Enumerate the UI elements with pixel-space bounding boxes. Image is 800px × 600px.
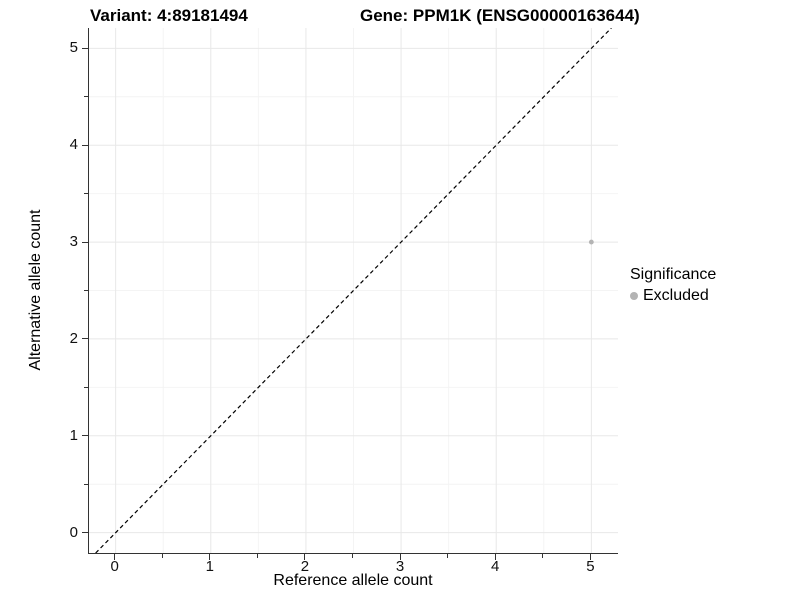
x-axis-minor-tick [352, 554, 353, 558]
identity-dashed-line [95, 28, 612, 553]
x-axis-tick [399, 554, 401, 560]
y-axis-tick-label: 5 [69, 39, 78, 57]
x-axis-tick [589, 554, 591, 560]
x-axis-tick-label: 5 [586, 558, 595, 575]
x-axis-tick-label: 1 [205, 558, 214, 575]
y-axis-tick [82, 338, 88, 340]
y-axis-tick [82, 532, 88, 534]
legend-item-label: Excluded [643, 287, 709, 304]
y-axis-tick-label: 3 [69, 233, 78, 251]
plot-title-variant: Variant: 4:89181494 [90, 6, 248, 25]
y-axis-tick-label: 4 [69, 136, 78, 154]
y-axis-tick-label: 2 [69, 329, 78, 347]
y-axis-tick [82, 435, 88, 437]
y-axis-tick [82, 47, 88, 49]
y-axis-minor-tick [84, 290, 88, 291]
x-axis-tick [494, 554, 496, 560]
x-axis-tick-label: 4 [491, 558, 500, 575]
y-axis-minor-tick [84, 483, 88, 485]
y-axis-tick [82, 241, 88, 243]
x-axis-tick-label: 2 [300, 558, 310, 575]
x-axis-minor-tick [447, 554, 449, 558]
x-axis-tick [209, 554, 211, 560]
y-axis-title: Alternative allele count [27, 209, 44, 371]
data-point [588, 239, 594, 245]
plot-canvas [89, 28, 618, 553]
x-axis-tick-label: 3 [395, 558, 405, 575]
y-axis-tick-label: 1 [69, 426, 78, 444]
excluded-point-swatch-icon [630, 292, 638, 300]
y-axis-minor-tick [84, 96, 88, 98]
y-axis-minor-tick [84, 193, 88, 195]
legend: Significance Excluded [630, 266, 716, 305]
y-axis-minor-tick [84, 386, 88, 388]
x-axis-tick-label: 0 [110, 558, 119, 575]
plot-title-gene: Gene: PPM1K (ENSG00000163644) [360, 6, 640, 25]
x-axis-title: Reference allele count [273, 572, 433, 589]
x-axis-tick [304, 554, 306, 560]
y-axis-tick [82, 144, 88, 146]
x-axis-minor-tick [542, 554, 544, 558]
x-axis-tick [114, 554, 116, 560]
legend-title: Significance [630, 266, 717, 283]
x-axis-minor-tick [161, 554, 163, 558]
y-axis-tick-label: 0 [69, 523, 78, 541]
legend-item-excluded: Excluded [630, 287, 716, 305]
plot-panel [88, 28, 618, 554]
x-axis-minor-tick [256, 554, 258, 558]
